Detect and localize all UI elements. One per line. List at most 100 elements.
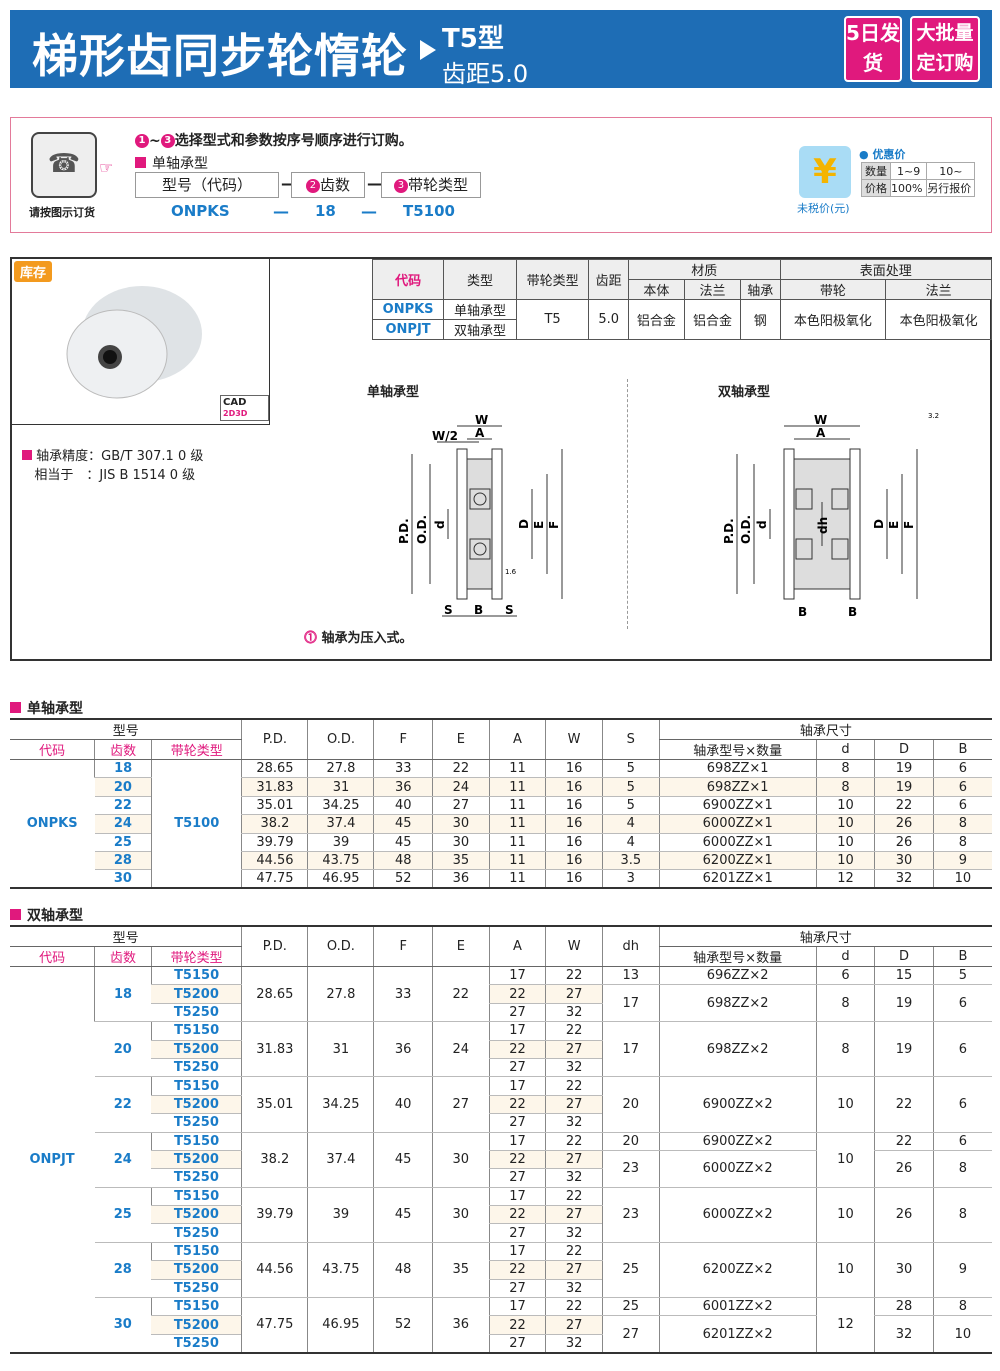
a-cell: 27 xyxy=(488,1334,546,1354)
header-teeth: 齿数 xyxy=(94,946,152,967)
table-cell: 38.2 xyxy=(241,814,308,834)
price-title: ● 优惠价 xyxy=(859,148,906,161)
table-cell: 47.75 xyxy=(241,869,308,889)
table-cell: 6201ZZ×1 xyxy=(658,869,817,889)
svg-text:O.D.: O.D. xyxy=(739,515,753,544)
table-row: 24 38.2 37.4 45 30 11 16 4 6000ZZ×1 10 26 8 xyxy=(10,814,992,834)
table-cell: 48 xyxy=(373,1242,433,1299)
teeth-cell: 20 xyxy=(94,777,152,797)
table-cell: 52 xyxy=(373,869,433,889)
table-cell: 47.75 xyxy=(241,1297,308,1354)
type-cell: T5200 xyxy=(151,984,242,1004)
svg-text:F: F xyxy=(902,521,916,529)
table-cell: 6200ZZ×1 xyxy=(658,851,817,871)
diagram-single-title: 单轴承型 xyxy=(367,385,420,400)
w-cell: 22 xyxy=(545,1187,603,1207)
dh-cell: 25 xyxy=(601,1242,660,1299)
table-cell: 30 xyxy=(431,1132,490,1188)
svg-text:E: E xyxy=(887,521,901,529)
header-model: 型号 xyxy=(10,719,242,740)
model-cell: 6000ZZ×2 xyxy=(658,1187,817,1243)
type-cell: T5200 xyxy=(151,1095,242,1115)
table-cell: 16 xyxy=(545,869,603,889)
a-cell: 27 xyxy=(488,1113,546,1133)
a-cell: 22 xyxy=(488,984,546,1004)
header-type: 带轮类型 xyxy=(150,946,242,967)
table-cell: 44.56 xyxy=(241,1242,308,1299)
header-bmodel: 轴承型号×数量 xyxy=(658,739,817,760)
table-row: T5250 27 32 xyxy=(10,1334,992,1354)
single-table-title: 单轴承型 xyxy=(10,698,83,718)
order-guide: ☎ 请按图示订货 ☞ 1 ~3 选择型式和参数按序号顺序进行订购。 单轴承型 型号（… xyxy=(10,117,992,233)
w-cell: 27 xyxy=(545,1315,603,1335)
table-row: T5200 22 27 xyxy=(10,1260,992,1280)
example-teeth: 18 xyxy=(315,202,336,220)
table-cell: 5 xyxy=(601,796,660,816)
dh-cell: 17 xyxy=(601,1021,660,1078)
table-cell: 32 xyxy=(874,869,934,889)
table-cell: 4 xyxy=(601,833,660,852)
cad-badge[interactable]: CAD 2D3D xyxy=(220,395,269,421)
type-cell: T5200 xyxy=(151,1150,242,1170)
type-cell: T5150 xyxy=(150,966,242,986)
table-cell: 39 xyxy=(307,833,374,852)
table-row: ONPKS 18 T5100 28.65 27.8 33 22 11 16 5 698ZZ×1 8 19… xyxy=(10,759,992,889)
dh-cell: 20 xyxy=(601,1076,660,1133)
table-cell: 27.8 xyxy=(307,759,374,779)
table-cell: 31.83 xyxy=(241,1021,308,1078)
table-cell: 5 xyxy=(601,759,660,779)
product-section: 库存 CAD 2D3D 轴承精度：GB/T 307.1 0 级 相当于 ：JIS… xyxy=(10,257,992,661)
header-code: 代码 xyxy=(10,739,95,760)
B-cell: 8 xyxy=(932,1187,992,1243)
type-cell: T5150 xyxy=(150,1187,242,1207)
teeth-cell: 25 xyxy=(94,833,152,852)
table-cell: 6 xyxy=(932,777,992,797)
type-cell: T5200 xyxy=(151,1260,242,1280)
header-col: W xyxy=(545,926,603,967)
B-cell: 6 xyxy=(932,1021,992,1078)
header-col: E xyxy=(432,719,490,760)
svg-text:W: W xyxy=(475,413,488,427)
box-pulley-type: 3 带轮类型 xyxy=(381,172,481,198)
page-title: 梯形齿同步轮惰轮 xyxy=(32,29,408,83)
header-col: E xyxy=(431,926,490,967)
D-cell: 22 xyxy=(874,1132,934,1151)
table-row: ONPJT 18 T5150 28.65 27.8 33 22 17 22 13 696ZZ×2 6 1… xyxy=(10,966,992,1354)
type-cell: T5250 xyxy=(151,1058,242,1078)
teeth-cell: 25 xyxy=(94,1187,152,1243)
table-cell: 40 xyxy=(373,1076,433,1133)
teeth-cell: 22 xyxy=(94,796,152,816)
table-cell: 34.25 xyxy=(307,796,374,816)
B-cell: 8 xyxy=(932,1297,992,1317)
header-D: D xyxy=(874,739,934,760)
svg-text:S: S xyxy=(444,603,453,617)
table-cell: 9 xyxy=(932,851,992,871)
header-col: O.D. xyxy=(307,926,374,967)
table-cell: 35 xyxy=(431,1242,490,1299)
svg-text:P.D.: P.D. xyxy=(397,518,411,544)
table-cell: 6 xyxy=(932,759,992,779)
teeth-cell: 28 xyxy=(94,1242,152,1299)
table-row: 22 35.01 34.25 40 27 11 16 5 6900ZZ×1 10 22 6 xyxy=(10,796,992,816)
dash: — xyxy=(367,174,383,193)
dh-cell: 17 xyxy=(601,984,660,1023)
table-cell: 39.79 xyxy=(241,1187,308,1243)
table-row: T5250 27 32 xyxy=(10,1168,992,1188)
w-cell: 22 xyxy=(545,1242,603,1262)
table-cell: 30 xyxy=(432,814,490,834)
header-col: dh xyxy=(601,926,660,967)
table-cell: 11 xyxy=(488,851,546,871)
table-cell: 22 xyxy=(432,759,490,779)
B-cell: 9 xyxy=(932,1242,992,1299)
header-bmodel: 轴承型号×数量 xyxy=(658,946,817,967)
table-cell: 11 xyxy=(488,777,546,797)
header-bearing: 轴承尺寸 xyxy=(658,719,992,740)
w-cell: 32 xyxy=(545,1003,603,1023)
a-cell: 27 xyxy=(488,1003,546,1023)
table-cell: 33 xyxy=(373,759,433,779)
model-cell: 6001ZZ×2 xyxy=(658,1297,817,1317)
svg-text:D: D xyxy=(517,519,531,529)
spec-table: 代码 类型 带轮类型 齿距 材质 表面处理 本体 法兰 轴承 带轮 法兰 ONPKS 单轴承型 T5 5… xyxy=(371,259,992,340)
